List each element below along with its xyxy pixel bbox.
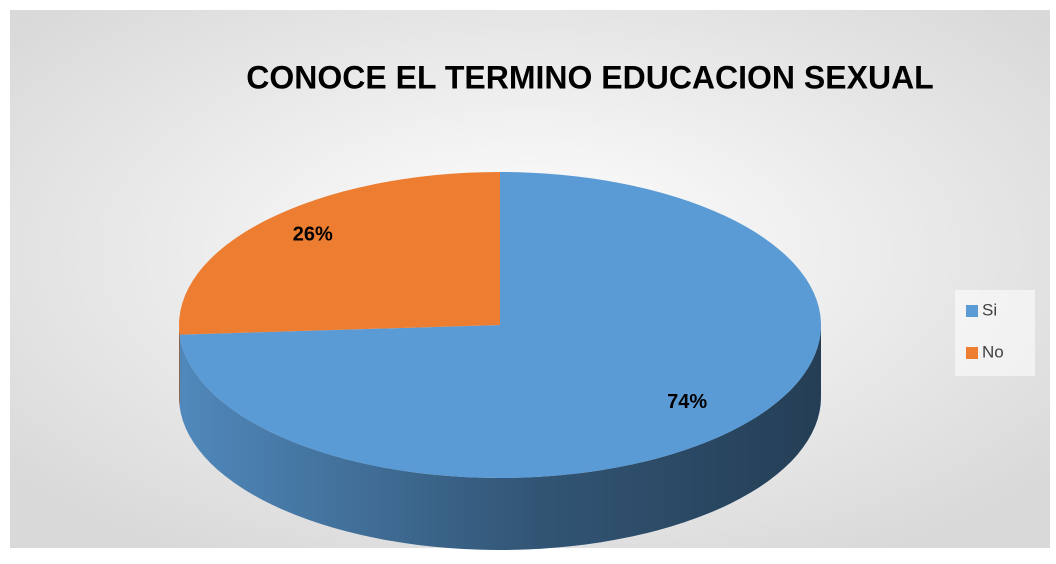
legend-label: Si <box>982 300 997 319</box>
legend-swatch <box>966 347 978 359</box>
chart-title: CONOCE EL TERMINO EDUCACION SEXUAL <box>246 59 933 95</box>
slice-side-shade <box>179 325 180 407</box>
data-label: 74% <box>667 391 707 413</box>
data-label: 26% <box>293 223 333 245</box>
slice-side-shade <box>179 325 821 550</box>
slice <box>179 172 500 335</box>
legend-label: No <box>982 342 1004 361</box>
legend-box <box>955 290 1035 376</box>
legend-swatch <box>966 305 978 317</box>
slice <box>179 172 822 478</box>
